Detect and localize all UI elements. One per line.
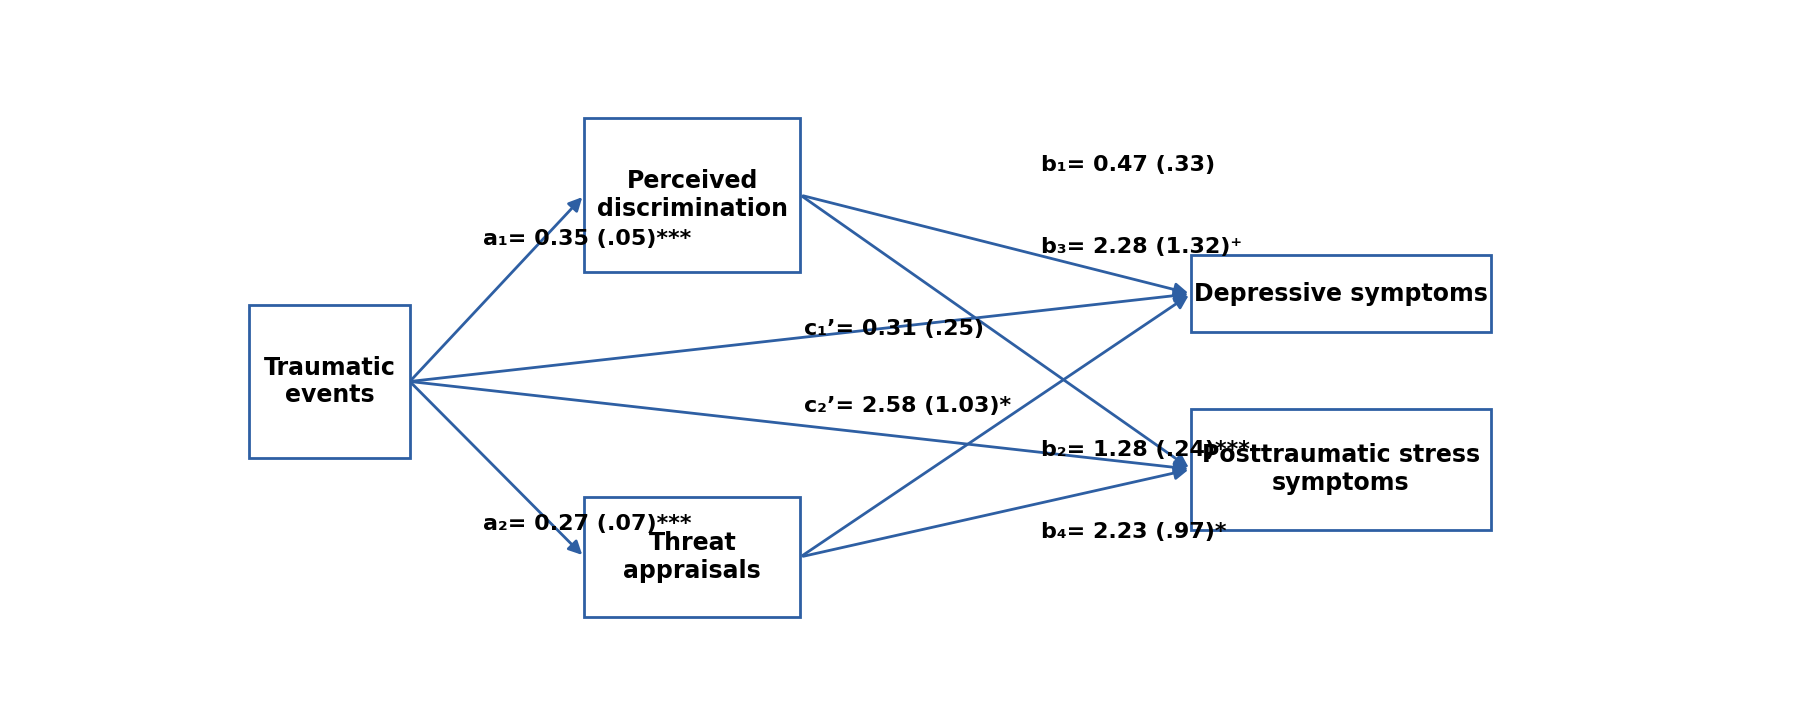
- Text: b₁= 0.47 (.33): b₁= 0.47 (.33): [1040, 155, 1215, 175]
- Text: Posttraumatic stress
symptoms: Posttraumatic stress symptoms: [1202, 444, 1480, 495]
- Text: c₂’= 2.58 (1.03)*: c₂’= 2.58 (1.03)*: [805, 396, 1012, 416]
- Text: Perceived
discrimination: Perceived discrimination: [598, 169, 788, 221]
- Text: b₃= 2.28 (1.32)⁺: b₃= 2.28 (1.32)⁺: [1040, 237, 1242, 257]
- Text: Depressive symptoms: Depressive symptoms: [1193, 282, 1489, 305]
- FancyBboxPatch shape: [1192, 409, 1490, 530]
- Text: c₁’= 0.31 (.25): c₁’= 0.31 (.25): [805, 320, 985, 340]
- FancyBboxPatch shape: [585, 118, 801, 272]
- Text: Traumatic
events: Traumatic events: [263, 355, 396, 407]
- Text: Threat
appraisals: Threat appraisals: [623, 531, 761, 583]
- FancyBboxPatch shape: [250, 305, 410, 459]
- Text: a₁= 0.35 (.05)***: a₁= 0.35 (.05)***: [482, 229, 691, 249]
- Text: b₄= 2.23 (.97)*: b₄= 2.23 (.97)*: [1040, 523, 1226, 543]
- Text: a₂= 0.27 (.07)***: a₂= 0.27 (.07)***: [482, 514, 691, 534]
- FancyBboxPatch shape: [1192, 256, 1490, 332]
- Text: b₂= 1.28 (.24)***: b₂= 1.28 (.24)***: [1040, 440, 1249, 460]
- FancyBboxPatch shape: [585, 497, 801, 617]
